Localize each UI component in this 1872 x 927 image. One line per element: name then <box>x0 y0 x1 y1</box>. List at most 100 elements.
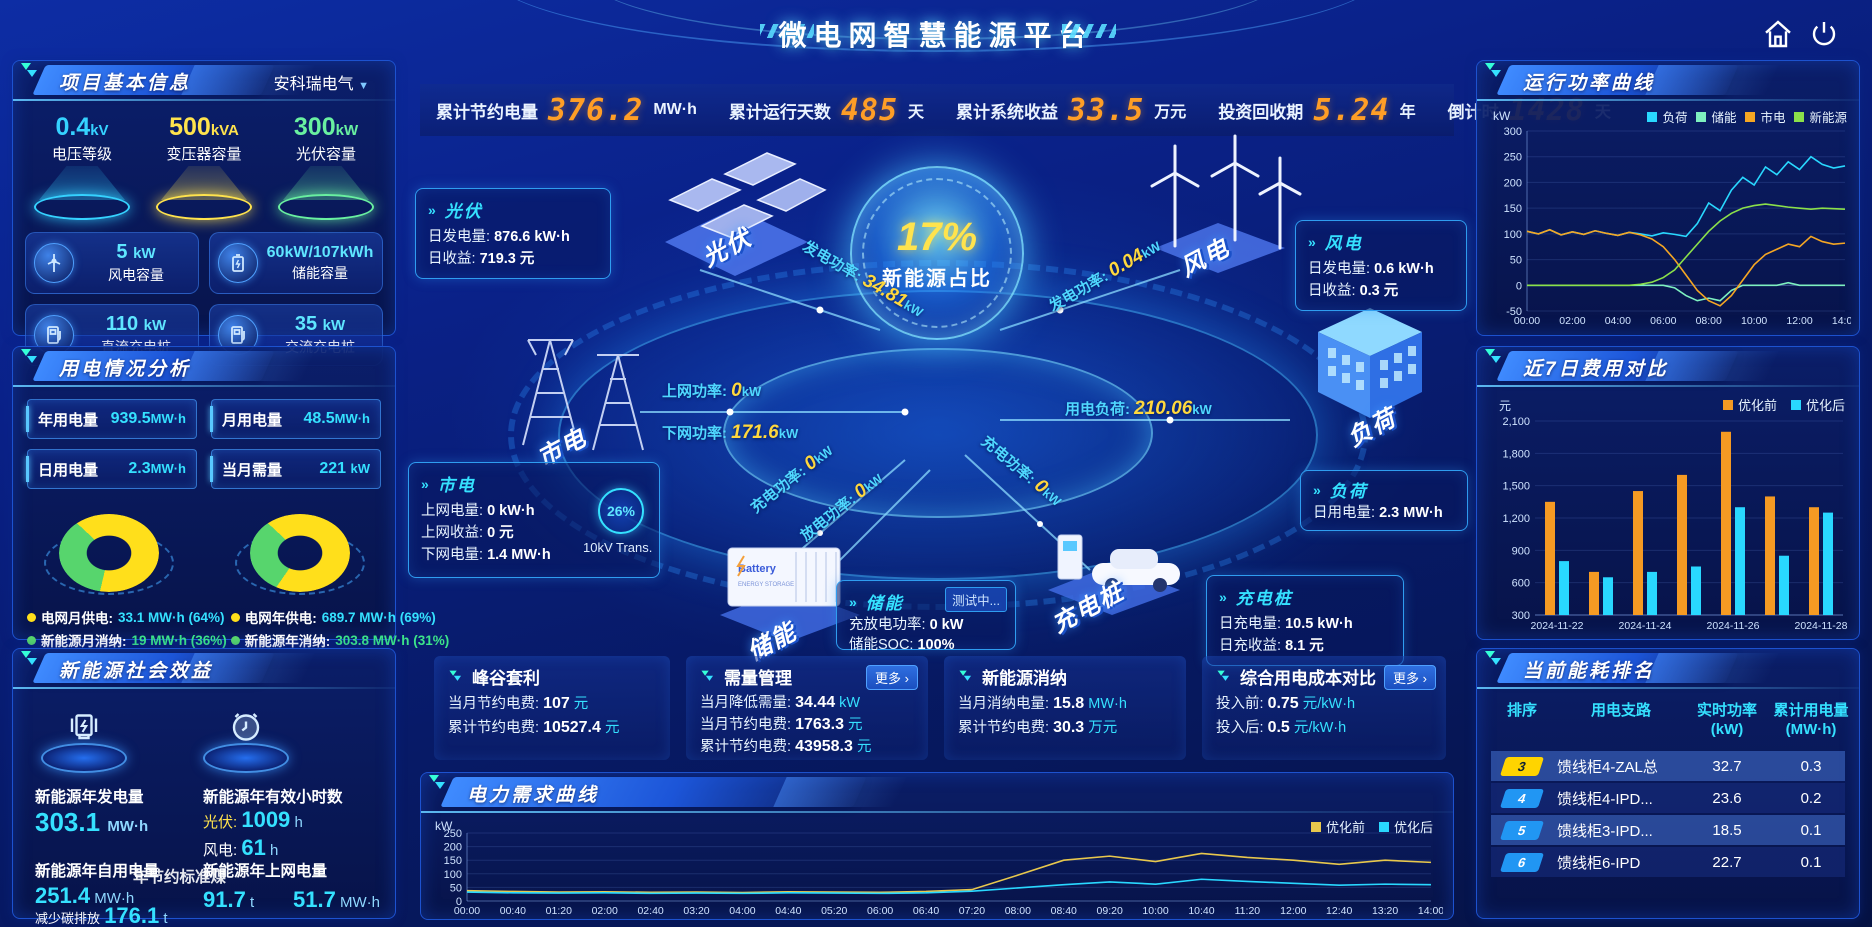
svg-text:12:40: 12:40 <box>1326 905 1352 917</box>
svg-text:50: 50 <box>1510 255 1522 267</box>
svg-text:150: 150 <box>1504 203 1522 215</box>
cost-legend: 优化前 优化后 <box>1722 395 1845 414</box>
svg-text:2024-11-28: 2024-11-28 <box>1795 620 1848 632</box>
svg-text:150: 150 <box>444 855 462 867</box>
power-legend: 负荷 储能 市电 新能源 <box>1647 107 1847 126</box>
svg-text:300: 300 <box>1504 126 1522 138</box>
podium-pv-capacity: 300kW 光伏容量 <box>270 113 382 220</box>
ranking-header: 排序 用电支路 实时功率 (kW) 累计用电量 (MW·h) <box>1506 702 1849 738</box>
flow-load-power: 用电负荷: 210.06kW <box>1065 398 1212 419</box>
panel-corner-icon <box>21 63 37 77</box>
table-row[interactable]: 5 馈线柜3-IPD... 18.5 0.1 <box>1491 815 1845 845</box>
svg-text:12:00: 12:00 <box>1786 315 1812 327</box>
legend-swatch <box>1310 822 1321 832</box>
svg-text:09:20: 09:20 <box>1097 905 1123 917</box>
panel-power-curve: 运行功率曲线 kW 负荷 储能 市电 新能源 300 250 200 150 100 50… <box>1476 60 1860 336</box>
panel-benefit-title: 新能源社会效益 <box>59 661 214 682</box>
svg-text:250: 250 <box>444 829 462 840</box>
more-button[interactable]: 更多 › <box>1384 665 1436 690</box>
svg-text:08:00: 08:00 <box>1696 315 1722 327</box>
panel-usage-title: 用电情况分析 <box>59 359 192 380</box>
panel-benefit-head: 新能源社会效益 <box>13 649 395 689</box>
transformer-label: 10kV Trans. <box>583 540 653 555</box>
svg-text:06:00: 06:00 <box>867 905 893 917</box>
panel-head-underline <box>13 385 395 387</box>
svg-text:13:20: 13:20 <box>1372 905 1398 917</box>
self-use-label: 新能源年自用电量 <box>35 863 160 880</box>
panel-corner-icon <box>1485 63 1501 77</box>
svg-text:01:20: 01:20 <box>546 905 572 917</box>
card-storage-capacity: 60kW/107kWh 储能容量 <box>209 232 383 294</box>
renewable-percent: 17% <box>896 215 978 259</box>
rank-badge: 4 <box>1499 788 1545 808</box>
legend-swatch <box>1790 400 1801 410</box>
load-building-illustration <box>1318 308 1422 418</box>
card-cost-compare: 综合用电成本对比 更多 › 投入前: 0.75 元/kW·h 投入后: 0.5 … <box>1202 656 1446 760</box>
hours-label: 新能源年有效小时数 <box>203 789 343 806</box>
card-corner-icon <box>959 670 972 681</box>
legend-item: 负荷 <box>1647 107 1687 126</box>
table-row[interactable]: 6 馈线柜6-IPD 22.7 0.1 <box>1491 847 1845 877</box>
wind-illustration <box>1150 134 1302 273</box>
self-use-value: 251.4 MW·h <box>35 883 135 908</box>
donut-chart-month <box>58 514 159 592</box>
carbon-value: 减少碳排放 176.1 t <box>35 903 168 927</box>
panel-head-underline <box>13 99 395 101</box>
svg-text:14:00: 14:00 <box>1832 315 1851 327</box>
legend-item: 优化后 <box>1378 817 1433 836</box>
panel-head-underline <box>1477 99 1859 101</box>
legend-dot <box>27 612 36 622</box>
project-podiums: 0.4kV 电压等级 500kVA 变压器容量 300kW 光伏容量 <box>13 99 395 220</box>
panel-energy-benefit: 新能源社会效益 新能源年发电量 303.1 MW·h 新能源年有效小时数 光伏:… <box>12 648 396 927</box>
platform-ring-inner <box>723 348 1153 518</box>
card-demand-mgmt: 需量管理 更多 › 当月降低需量: 34.44 kW 当月节约电费: 1763.… <box>686 656 928 760</box>
kpi-run-days: 累计运行天数 485 天 <box>728 92 925 128</box>
svg-text:00:00: 00:00 <box>454 905 480 917</box>
svg-text:10:00: 10:00 <box>1142 905 1168 917</box>
coal-label: 年节约标准煤 <box>133 869 227 886</box>
table-row[interactable]: 4 馈线柜4-IPD... 23.6 0.2 <box>1491 783 1845 813</box>
rank-badge: 5 <box>1499 820 1545 840</box>
svg-text:0: 0 <box>1516 280 1522 292</box>
legend-item: 储能 <box>1696 107 1736 126</box>
chevron-right-icon: » <box>849 593 859 610</box>
home-icon[interactable] <box>1762 18 1794 50</box>
panel-corner-icon <box>1485 349 1501 363</box>
card-renewable-consumption: 新能源消纳 当月消纳电量: 15.8 MW·h 累计节约电费: 30.3 万元 <box>944 656 1186 760</box>
svg-text:-50: -50 <box>1506 306 1522 318</box>
testing-badge: 测试中... <box>945 587 1007 612</box>
kpi-system-revenue: 累计系统收益 33.5 万元 <box>956 92 1187 128</box>
card-wind-capacity: 5 kW 风电容量 <box>25 232 199 294</box>
donut-legend: 电网月供电: 33.1 MW·h (64%) 电网年供电: 689.7 MW·h (… <box>13 599 449 650</box>
demand-y-unit: kW <box>435 819 453 833</box>
power-icon[interactable] <box>1808 18 1840 50</box>
podium-base <box>34 194 130 220</box>
svg-text:ENERGY STORAGE: ENERGY STORAGE <box>738 582 794 588</box>
card-peak-valley: 峰谷套利 当月节约电费: 107 元 累计节约电费: 10527.4 元 <box>434 656 670 760</box>
svg-text:08:40: 08:40 <box>1051 905 1077 917</box>
stat-month-demand: 当月需量 221 kW <box>210 449 381 489</box>
infobox-wind: » 风电 日发电量: 0.6 kW·h 日收益: 0.3 元 <box>1295 220 1467 311</box>
panel-demand-curve: 电力需求曲线 优化前 优化后 kW 250 200 150 100 50 0 00:00 00… <box>420 772 1454 920</box>
svg-text:2024-11-22: 2024-11-22 <box>1531 620 1584 632</box>
legend-dot <box>230 612 240 622</box>
chevron-right-icon: » <box>421 475 431 492</box>
ranking-table: 排序 用电支路 实时功率 (kW) 累计用电量 (MW·h) 3 馈线柜4-ZAL总… <box>1477 687 1859 877</box>
infobox-storage: » 储能 测试中... 充放电功率: 0 kW 储能SOC: 100% <box>836 580 1016 653</box>
table-row[interactable]: 3 馈线柜4-ZAL总 32.7 0.3 <box>1491 751 1845 781</box>
kpi-bar: 累计节约电量 376.2 MW·h 累计运行天数 485 天 累计系统收益 33… <box>420 84 1611 136</box>
company-select[interactable]: 安科瑞电气 ▼ <box>273 76 369 93</box>
legend-item: 市电 <box>1745 107 1785 126</box>
panel-usage-head: 用电情况分析 <box>13 347 395 387</box>
header-swoosh-inner <box>586 0 1286 40</box>
legend-grid-month: 电网月供电: 33.1 MW·h (64%) <box>27 607 227 627</box>
svg-text:Battery: Battery <box>738 563 777 575</box>
stat-day-usage: 日用电量 2.3MW·h <box>26 449 197 489</box>
legend-swatch <box>1745 112 1756 122</box>
panel-corner-icon <box>429 775 445 789</box>
ev-charger-illustration <box>1048 534 1180 615</box>
panel-head-underline <box>421 811 1453 813</box>
wind-hours: 风电: 61 h <box>203 835 279 860</box>
svg-text:200: 200 <box>1504 177 1522 189</box>
more-button[interactable]: 更多 › <box>866 665 918 690</box>
